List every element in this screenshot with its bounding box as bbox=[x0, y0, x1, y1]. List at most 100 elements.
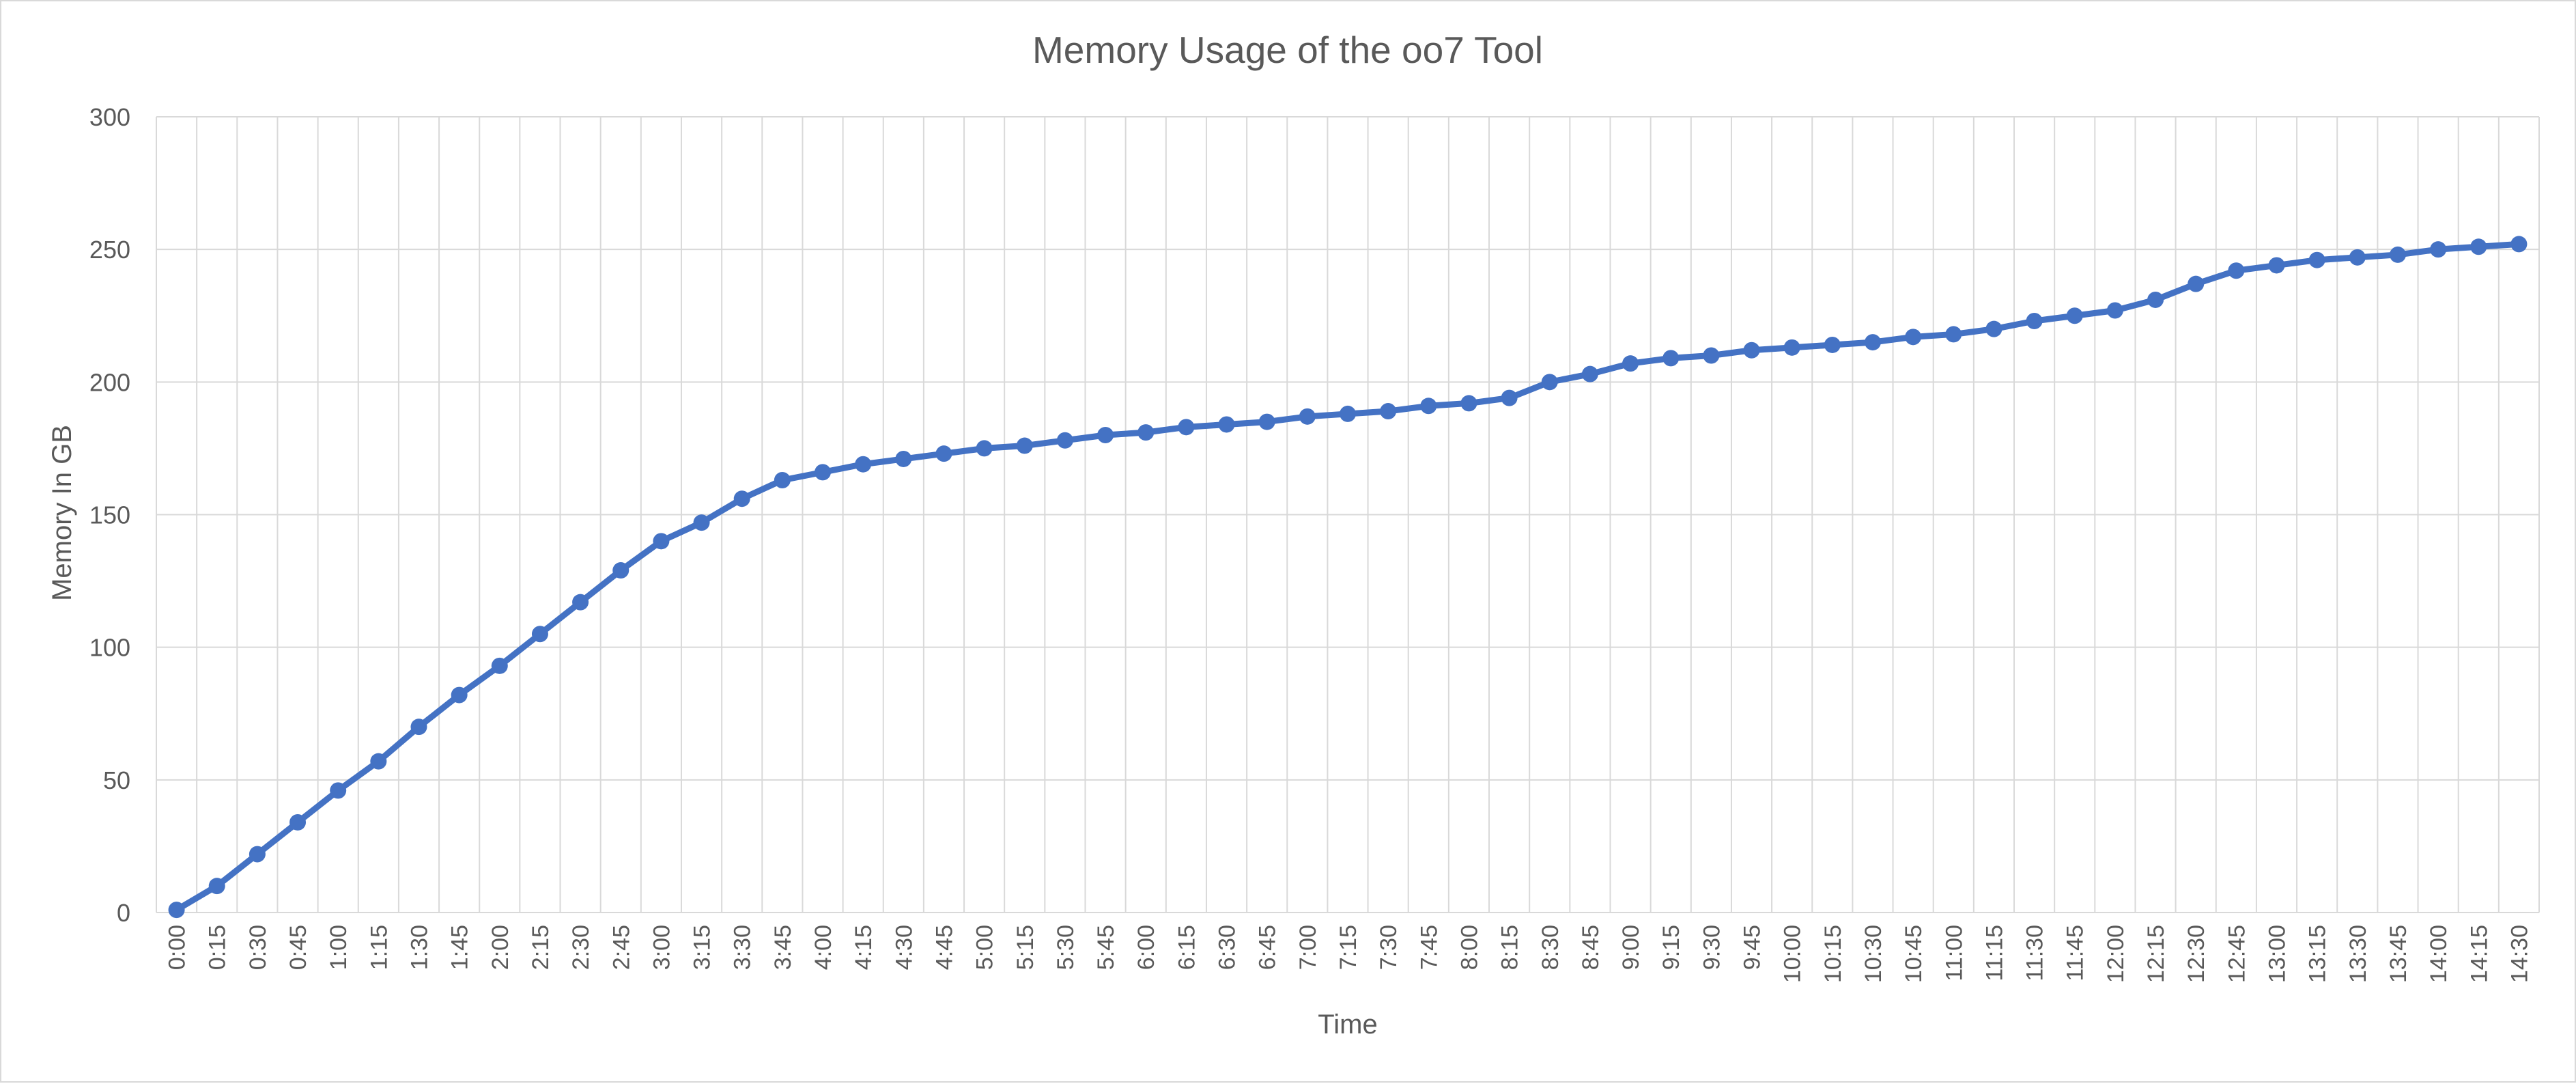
data-point bbox=[1501, 389, 1518, 406]
data-point bbox=[2188, 275, 2205, 292]
x-tick-label: 9:30 bbox=[1699, 925, 1725, 970]
data-point bbox=[1218, 416, 1235, 433]
data-point bbox=[370, 753, 387, 770]
x-tick-label: 4:30 bbox=[891, 925, 917, 970]
data-point bbox=[2106, 302, 2123, 319]
chart-title: Memory Usage of the oo7 Tool bbox=[1032, 29, 1543, 71]
data-point bbox=[2389, 246, 2406, 263]
x-tick-label: 2:30 bbox=[568, 925, 594, 970]
data-point bbox=[855, 456, 872, 473]
data-point bbox=[1864, 334, 1881, 351]
data-point bbox=[249, 846, 266, 863]
data-point bbox=[1460, 395, 1477, 412]
x-tick-label: 7:00 bbox=[1295, 925, 1321, 970]
y-tick-label: 250 bbox=[89, 236, 130, 264]
x-tick-label: 13:00 bbox=[2265, 925, 2291, 983]
x-tick-label: 1:15 bbox=[366, 925, 392, 970]
x-axis-ticks: 0:00 0:15 0:30 0:45 1:00 1:15 1:30 1:45 2:00 2:15… bbox=[165, 925, 2533, 983]
series-layer bbox=[168, 236, 2528, 919]
x-axis-title: Time bbox=[1318, 1010, 1377, 1040]
data-point bbox=[1340, 405, 1356, 422]
x-tick-label: 2:45 bbox=[608, 925, 634, 970]
y-axis-ticks: 0 50 100 150 200 250 300 bbox=[89, 103, 130, 927]
data-point bbox=[208, 878, 225, 895]
data-point bbox=[2147, 291, 2164, 308]
data-point bbox=[2308, 251, 2325, 268]
x-tick-label: 6:00 bbox=[1133, 925, 1159, 970]
x-tick-label: 9:45 bbox=[1740, 925, 1766, 970]
data-point bbox=[1097, 427, 1114, 443]
data-point bbox=[1945, 326, 1962, 343]
data-point bbox=[1056, 432, 1073, 449]
x-tick-label: 14:00 bbox=[2426, 925, 2452, 983]
data-point bbox=[531, 626, 548, 643]
data-point bbox=[572, 594, 589, 611]
x-tick-label: 13:15 bbox=[2305, 925, 2331, 983]
x-tick-label: 13:45 bbox=[2386, 925, 2411, 983]
x-tick-label: 11:45 bbox=[2063, 925, 2089, 981]
y-tick-label: 300 bbox=[89, 103, 130, 131]
data-point bbox=[289, 813, 307, 831]
x-tick-label: 3:15 bbox=[690, 925, 716, 970]
data-point bbox=[612, 562, 629, 579]
x-tick-label: 1:30 bbox=[406, 925, 432, 970]
x-tick-label: 11:15 bbox=[1981, 925, 2007, 981]
x-tick-label: 7:30 bbox=[1376, 925, 1402, 970]
data-point bbox=[976, 440, 993, 457]
x-tick-label: 12:45 bbox=[2224, 925, 2250, 983]
data-point bbox=[1420, 398, 1437, 415]
x-tick-label: 4:00 bbox=[810, 925, 836, 970]
x-tick-label: 5:00 bbox=[972, 925, 998, 970]
data-point bbox=[815, 464, 832, 481]
data-point bbox=[895, 450, 912, 467]
x-tick-label: 2:00 bbox=[487, 925, 513, 970]
x-tick-label: 0:15 bbox=[205, 925, 231, 970]
x-tick-label: 14:30 bbox=[2506, 925, 2532, 983]
x-tick-label: 0:45 bbox=[285, 925, 311, 970]
x-tick-label: 14:15 bbox=[2466, 925, 2492, 983]
data-point bbox=[693, 514, 710, 531]
x-tick-label: 6:45 bbox=[1255, 925, 1281, 970]
x-tick-label: 10:15 bbox=[1820, 925, 1846, 983]
x-tick-label: 0:00 bbox=[165, 925, 190, 970]
x-tick-label: 6:15 bbox=[1174, 925, 1200, 970]
data-point bbox=[1783, 339, 1800, 356]
x-tick-label: 10:45 bbox=[1901, 925, 1927, 983]
data-point bbox=[410, 719, 427, 736]
data-point bbox=[2066, 307, 2083, 324]
data-point bbox=[1824, 336, 1841, 353]
data-point bbox=[1178, 419, 1195, 436]
y-tick-label: 100 bbox=[89, 634, 130, 662]
data-point bbox=[935, 445, 952, 462]
data-point bbox=[491, 657, 508, 674]
data-point bbox=[733, 490, 750, 507]
x-tick-label: 8:30 bbox=[1538, 925, 1563, 970]
x-tick-label: 6:30 bbox=[1215, 925, 1241, 970]
x-tick-label: 9:15 bbox=[1658, 925, 1684, 970]
data-point bbox=[2026, 313, 2043, 330]
data-point bbox=[2430, 241, 2447, 258]
x-tick-label: 3:30 bbox=[730, 925, 756, 970]
x-tick-label: 9:00 bbox=[1618, 925, 1644, 970]
data-point bbox=[1985, 320, 2002, 337]
x-tick-label: 5:30 bbox=[1053, 925, 1079, 970]
y-tick-label: 50 bbox=[103, 766, 130, 794]
x-tick-label: 5:45 bbox=[1093, 925, 1119, 970]
y-tick-label: 150 bbox=[89, 501, 130, 529]
x-tick-label: 10:00 bbox=[1780, 925, 1806, 983]
data-point bbox=[1581, 365, 1598, 382]
x-tick-label: 12:30 bbox=[2183, 925, 2209, 983]
data-point bbox=[2349, 249, 2366, 266]
x-tick-label: 13:30 bbox=[2345, 925, 2371, 983]
data-point bbox=[1380, 403, 1397, 420]
x-tick-label: 7:45 bbox=[1416, 925, 1442, 970]
x-tick-label: 10:30 bbox=[1860, 925, 1886, 983]
data-point bbox=[774, 472, 791, 489]
data-point bbox=[2268, 257, 2285, 274]
x-tick-label: 11:30 bbox=[2022, 925, 2048, 981]
data-point bbox=[1703, 347, 1720, 364]
x-tick-label: 5:15 bbox=[1013, 925, 1038, 970]
data-point bbox=[2470, 238, 2487, 255]
data-point bbox=[1905, 329, 1922, 346]
